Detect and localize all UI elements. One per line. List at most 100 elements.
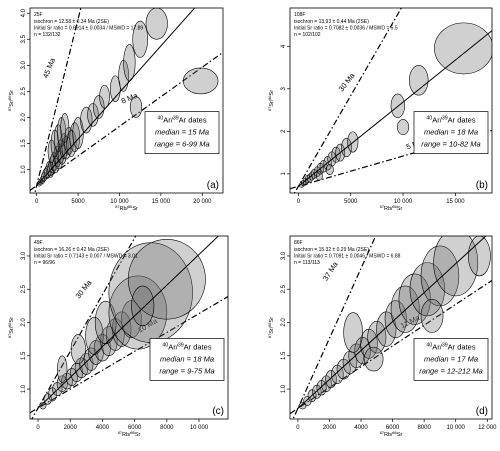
panel-letter: (d): [476, 406, 488, 417]
x-tick-label: 15 000: [152, 199, 171, 205]
data-ellipse: [70, 334, 86, 365]
dates-box: [149, 338, 225, 381]
isochron-info-line: n = 132/132: [34, 32, 61, 38]
data-ellipse: [57, 355, 68, 383]
data-ellipse: [57, 117, 66, 147]
x-tick-label: 10 000: [394, 199, 413, 205]
data-ellipse: [367, 320, 387, 354]
data-ellipse: [182, 67, 219, 95]
data-ellipse: [39, 402, 47, 410]
dates-box: [144, 111, 220, 154]
plot-frame: [289, 235, 493, 420]
y-tick-label: 1: [281, 172, 287, 176]
data-ellipse: [343, 312, 363, 353]
x-tick-label: 8000: [417, 425, 431, 431]
x-tick-label: 0: [35, 199, 39, 205]
plot-frame: [29, 235, 229, 420]
isochron-info-line: Initial Sr ratio = 0.7091 ± 0.0046 / MSW…: [294, 254, 401, 260]
y-tick-label: 2.0: [21, 318, 27, 327]
y-tick-label: 3.0: [21, 60, 27, 69]
data-ellipse: [129, 96, 143, 118]
x-tick-label: 12 000: [478, 425, 497, 431]
isochron-info-line: isochron = 16.26 ± 0.42 Ma (2SE): [34, 247, 109, 253]
x-tick-label: 4000: [354, 425, 368, 431]
plot-frame: [29, 7, 224, 194]
dates-range: range = 6-99 Ma: [154, 140, 209, 149]
x-tick-label: 0: [296, 425, 300, 431]
x-tick-label: 4000: [96, 425, 110, 431]
y-tick-label: 2.5: [281, 284, 287, 293]
data-ellipse: [420, 298, 444, 333]
data-ellipse: [420, 245, 460, 307]
dates-box-title: 40Ar/39Ar dates: [426, 116, 475, 125]
isochron-info-line: isochron = 15.32 ± 0.29 Ma (2SE): [294, 247, 369, 253]
y-tick-label: 2.5: [21, 87, 27, 96]
isochron-line: [37, 236, 220, 409]
x-tick-label: 5000: [344, 199, 358, 205]
data-ellipse: [131, 285, 155, 327]
isochron-info-line: isochron = 13.93 ± 0.44 Ma (2SE): [294, 19, 369, 25]
y-tick-label: 1.0: [21, 165, 27, 174]
dates-box-title: 40Ar/39Ar dates: [426, 342, 475, 351]
dates-range: range = 10-82 Ma: [421, 140, 480, 149]
dates-median: median = 17 Ma: [424, 354, 478, 363]
dates-box-title: 40Ar/39Ar dates: [157, 116, 206, 125]
data-ellipse: [325, 164, 334, 176]
x-tick-label: 0: [36, 425, 40, 431]
isochron-line: [36, 8, 196, 186]
dates-range: range = 9-75 Ma: [159, 366, 214, 375]
reference-line-1: [31, 236, 137, 419]
y-axis-title: 87Sr/86Sr: [268, 317, 275, 338]
sample-id: 25F: [34, 12, 43, 18]
panel-a: 45 Ma8 Ma0 5000 10 000 15 000 20 0001.01.52.…: [8, 7, 224, 212]
data-ellipse: [376, 311, 397, 347]
reference-line-2: [30, 296, 228, 414]
data-ellipse: [66, 130, 77, 157]
x-tick-label: 2000: [64, 425, 78, 431]
data-ellipse: [145, 7, 168, 40]
dates-median: median = 15 Ma: [155, 128, 209, 137]
panel-letter: (b): [476, 180, 488, 191]
plot-frame: [289, 7, 493, 194]
data-ellipse: [390, 285, 420, 333]
dates-box: [413, 338, 489, 381]
y-tick-label: 4: [281, 44, 287, 48]
data-ellipse: [315, 171, 323, 181]
y-tick-label: 1.5: [281, 351, 287, 360]
reference-line-2: [30, 51, 223, 191]
data-ellipse: [127, 239, 206, 320]
y-tick-label: 1.0: [21, 384, 27, 393]
reference-line-label: 37 Ma: [321, 259, 340, 282]
sample-id: 86F: [294, 240, 303, 246]
data-ellipse: [433, 235, 479, 297]
y-tick-label: 2: [281, 129, 287, 133]
dates-box: [413, 111, 489, 154]
y-tick-label: 2.0: [281, 318, 287, 327]
y-tick-label: 2.0: [21, 113, 27, 122]
data-ellipse: [123, 44, 136, 82]
x-axis-title: 87Rb/86Sr: [115, 205, 138, 212]
data-ellipse: [87, 103, 99, 127]
isochron-line: [298, 30, 492, 187]
x-tick-label: 10 000: [190, 425, 209, 431]
y-axis-title: 87Sr/86Sr: [8, 317, 15, 338]
x-tick-label: 2000: [323, 425, 337, 431]
isochron-info-line: n = 102/102: [294, 32, 321, 38]
data-ellipse: [434, 22, 493, 75]
isochron-info-line: Initial Sr ratio = 0.6914 ± 0.0034 / MSW…: [34, 26, 143, 32]
x-tick-label: 20 000: [193, 199, 212, 205]
x-axis-title: 87Rb/86Sr: [118, 431, 141, 438]
y-tick-label: 3: [281, 86, 287, 90]
y-tick-label: 1.5: [21, 351, 27, 360]
x-tick-label: 6000: [128, 425, 142, 431]
x-tick-label: 0: [297, 199, 301, 205]
y-tick-label: 3.0: [21, 251, 27, 260]
panel-letter: (c): [212, 406, 224, 417]
y-tick-label: 3.0: [281, 251, 287, 260]
x-tick-label: 8000: [160, 425, 174, 431]
reference-line-label: 30 Ma: [74, 278, 94, 301]
data-ellipse: [396, 119, 410, 136]
x-tick-label: 15 000: [446, 199, 465, 205]
